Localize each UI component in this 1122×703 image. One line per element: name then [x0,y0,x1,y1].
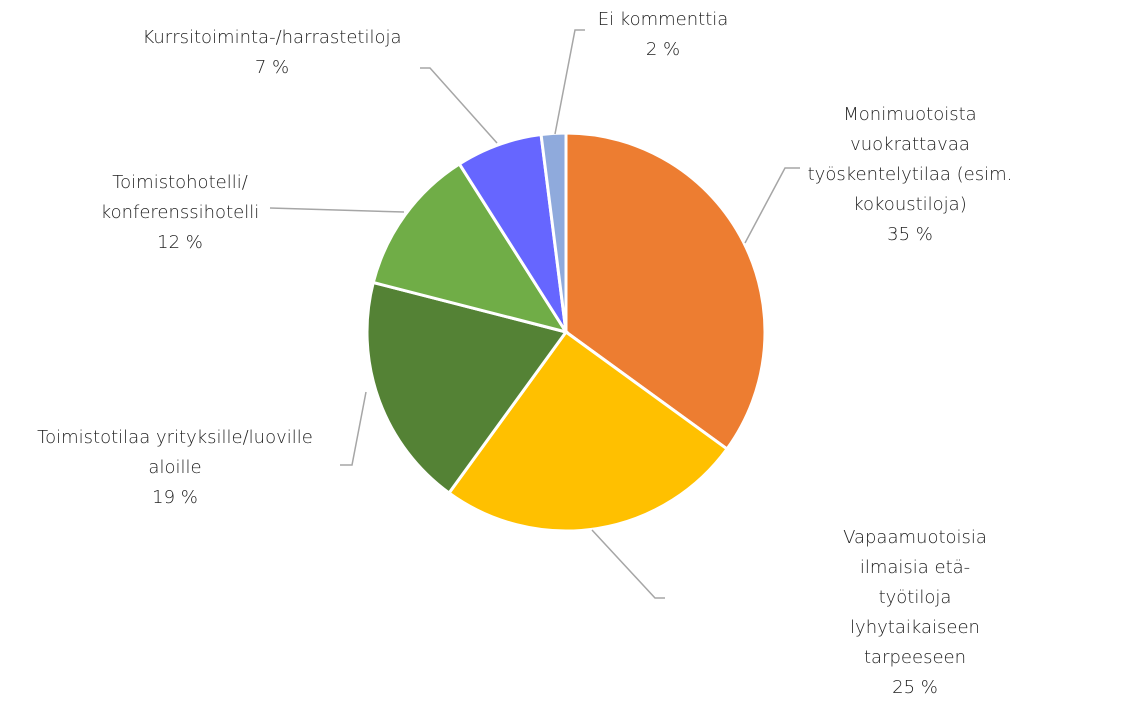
category-label: Vapaamuotoisia ilmaisia etä- työtiloja l… [843,527,987,668]
value-label: 2 % [645,39,681,60]
category-label: Toimistotilaa yrityksille/luoville aloil… [37,427,313,478]
category-label: Toimistohotelli/ konferenssihotelli [100,172,260,223]
slice-label: Ei kommenttia 2 % [598,5,729,65]
leader-line [340,391,367,466]
slice-label: Toimistohotelli/ konferenssihotelli 12 % [101,168,259,258]
slice-label: Vapaamuotoisia ilmaisia etä- työtiloja l… [812,523,1019,703]
pie-slice [539,131,568,333]
slice-label: Monimuotoista vuokrattavaa työskentelyti… [804,100,1016,250]
category-label: Ei kommenttia [597,9,729,30]
value-label: 35 % [887,224,933,245]
chart: Monimuotoista vuokrattavaa työskentelyti… [37,5,1016,698]
pie-slice [365,280,569,496]
value-label: 25 % [892,677,938,698]
value-label: 7 % [254,57,290,78]
value-label: 19 % [152,487,198,508]
value-label: 12 % [157,232,203,253]
pie-slice [446,329,730,533]
leader-line [744,167,800,244]
leader-line [554,29,585,135]
category-label: Monimuotoista vuokrattavaa työskentelyti… [807,104,1013,215]
category-label: Kurrsitoiminta-/harrastetiloja [142,27,402,48]
pie-slice [371,161,570,335]
slice-label: Toimistotilaa yrityksille/luoville aloil… [37,423,313,513]
pie-area [269,29,800,599]
slice-label: Kurrsitoiminta-/harrastetiloja 7 % [142,23,401,83]
leader-line [269,207,405,213]
leader-line [420,67,498,144]
pie-slice [564,131,767,452]
leader-line [591,529,665,599]
